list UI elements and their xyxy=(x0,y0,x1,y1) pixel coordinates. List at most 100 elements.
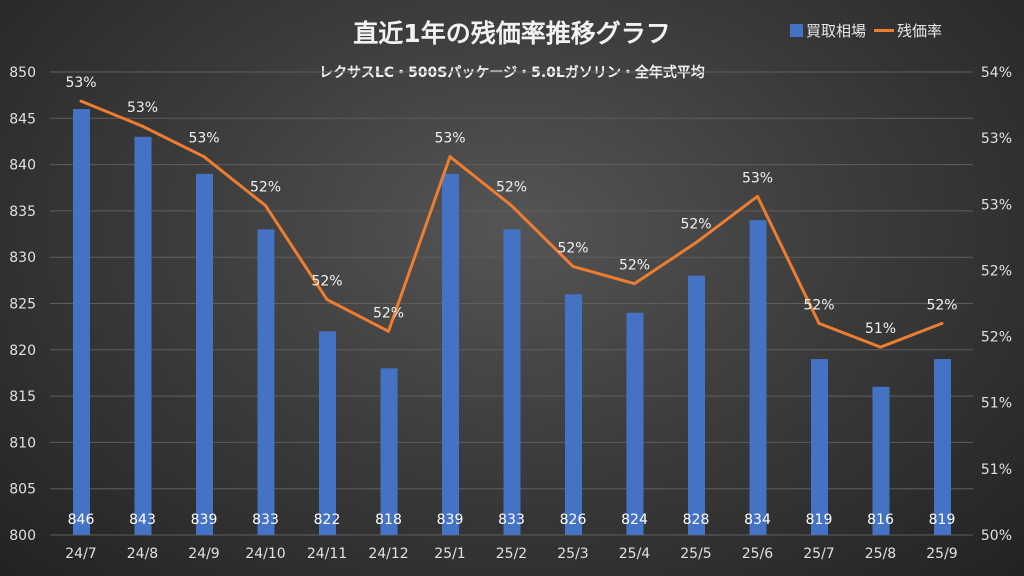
bar xyxy=(934,359,951,535)
x-tick-label: 24/9 xyxy=(188,546,219,562)
line-data-label: 52% xyxy=(373,305,404,321)
bar-data-label: 839 xyxy=(191,512,218,528)
y-right-tick-label: 54% xyxy=(981,65,1012,81)
line-data-label: 52% xyxy=(926,297,957,313)
line-data-label: 52% xyxy=(803,297,834,313)
y-right-tick-label: 51% xyxy=(981,462,1012,478)
bar-data-label: 818 xyxy=(375,512,402,528)
bar-data-label: 826 xyxy=(560,512,587,528)
line-point xyxy=(325,298,329,302)
bar xyxy=(73,109,90,535)
bar xyxy=(626,312,644,535)
line-data-label: 53% xyxy=(434,131,465,147)
legend-label-line: 残価率 xyxy=(897,22,943,40)
bar-data-label: 846 xyxy=(68,512,95,528)
x-tick-label: 24/11 xyxy=(307,546,347,562)
legend-item-bar: 買取相場 xyxy=(790,20,866,41)
y-left-tick-label: 805 xyxy=(9,482,36,498)
bar xyxy=(442,173,459,536)
line-point xyxy=(387,329,390,333)
y-right-tick-label: 52% xyxy=(981,330,1012,346)
y-left-tick-label: 810 xyxy=(9,435,36,451)
line-data-label: 53% xyxy=(65,75,96,91)
x-tick-label: 25/5 xyxy=(680,546,711,562)
x-tick-label: 25/7 xyxy=(803,546,834,562)
line-point xyxy=(79,99,83,103)
y-left-tick-label: 840 xyxy=(9,158,36,174)
bar xyxy=(134,136,152,535)
legend-swatch-line xyxy=(874,29,895,32)
line-data-label: 52% xyxy=(557,240,588,256)
x-tick-label: 25/1 xyxy=(434,546,465,562)
bar xyxy=(565,294,582,535)
x-tick-label: 24/12 xyxy=(368,546,408,562)
legend-label-bar: 買取相場 xyxy=(806,22,867,40)
line-point xyxy=(448,155,452,159)
x-tick-label: 24/10 xyxy=(245,546,285,562)
line-data-label: 52% xyxy=(311,274,342,290)
bar xyxy=(503,229,521,536)
bar-data-label: 822 xyxy=(314,512,341,528)
chart-title: 直近1年の残価率推移グラフ xyxy=(353,19,671,48)
line-data-label: 53% xyxy=(188,131,219,147)
bar-data-label: 816 xyxy=(867,512,894,528)
y-left-tick-label: 845 xyxy=(9,111,36,127)
bar-data-label: 819 xyxy=(929,512,956,528)
legend: 買取相場 残価率 xyxy=(790,20,942,41)
line-data-label: 51% xyxy=(865,321,896,337)
line-point xyxy=(510,204,513,208)
bar xyxy=(872,386,890,535)
y-left-tick-label: 825 xyxy=(9,297,36,313)
line-point xyxy=(141,124,144,128)
line-data-label: 52% xyxy=(250,180,281,196)
x-tick-label: 25/3 xyxy=(557,546,588,562)
line-data-label: 52% xyxy=(619,258,650,274)
line-point xyxy=(756,194,759,198)
x-tick-label: 24/8 xyxy=(127,546,158,562)
bar-data-label: 828 xyxy=(683,512,710,528)
bar xyxy=(380,368,398,535)
bar xyxy=(749,220,767,535)
y-right-tick-label: 53% xyxy=(981,131,1012,147)
y-left-tick-label: 850 xyxy=(9,65,36,81)
y-left-tick-label: 835 xyxy=(9,204,36,220)
y-left-tick-label: 800 xyxy=(9,528,36,544)
legend-swatch-bar xyxy=(790,24,803,37)
y-right-tick-label: 51% xyxy=(981,396,1012,412)
line-data-label: 52% xyxy=(680,217,711,233)
line-point xyxy=(264,204,267,208)
y-right-tick-label: 53% xyxy=(981,197,1012,213)
x-tick-label: 25/6 xyxy=(742,546,774,562)
x-tick-label: 25/2 xyxy=(496,546,527,562)
line-point xyxy=(633,282,636,286)
y-left-tick-label: 820 xyxy=(9,343,36,359)
bar-data-label: 843 xyxy=(129,512,156,528)
x-tick-label: 25/9 xyxy=(926,546,957,562)
bar xyxy=(319,331,336,535)
line-point xyxy=(571,264,575,268)
line-point xyxy=(817,321,821,325)
bar xyxy=(196,173,213,536)
line-point xyxy=(879,345,882,349)
x-tick-label: 25/4 xyxy=(619,546,651,562)
y-left-tick-label: 815 xyxy=(9,389,36,405)
line-data-label: 52% xyxy=(496,180,527,196)
y-left-tick-label: 830 xyxy=(9,250,36,266)
line-point xyxy=(940,321,944,325)
bar-data-label: 839 xyxy=(437,512,464,528)
line-data-label: 53% xyxy=(742,170,773,186)
legend-item-line: 残価率 xyxy=(874,20,942,41)
bar xyxy=(257,229,275,536)
line-point xyxy=(694,241,698,245)
x-tick-label: 24/7 xyxy=(65,546,96,562)
bar-data-label: 833 xyxy=(252,512,279,528)
y-right-tick-label: 50% xyxy=(981,528,1012,544)
bar xyxy=(688,275,705,535)
bar xyxy=(811,359,828,535)
bar-data-label: 819 xyxy=(806,512,833,528)
y-right-tick-label: 52% xyxy=(981,263,1012,279)
x-tick-label: 25/8 xyxy=(865,546,896,562)
bar-data-label: 833 xyxy=(498,512,525,528)
bar-data-label: 824 xyxy=(621,512,648,528)
